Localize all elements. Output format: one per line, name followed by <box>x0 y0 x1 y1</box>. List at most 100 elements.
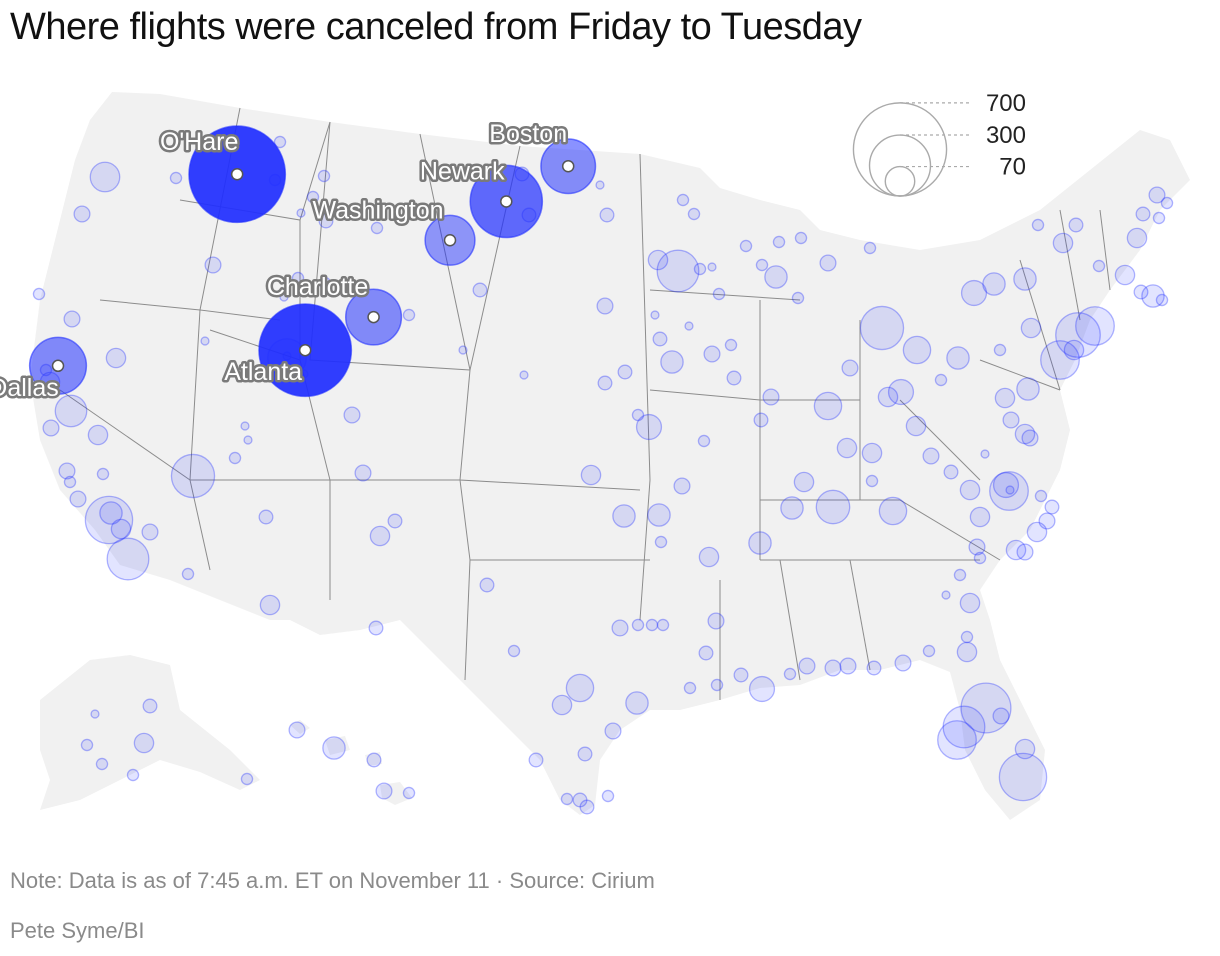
state-border <box>419 133 471 371</box>
airport-bubble <box>733 667 749 683</box>
airport-bubble <box>707 612 725 630</box>
airport-bubble <box>612 504 636 528</box>
airport-bubble <box>204 256 222 274</box>
airport-bubble <box>617 364 633 380</box>
state-border <box>779 559 801 681</box>
airport-bubble <box>762 388 780 406</box>
state-borders <box>59 107 1111 700</box>
state-border <box>1059 209 1081 321</box>
airport-bubble <box>753 412 769 428</box>
airport-bubble <box>943 464 959 480</box>
airport-bubble <box>402 308 416 322</box>
us-mainland-shape <box>30 92 1190 820</box>
airport-bubble <box>565 673 595 703</box>
airport-dot <box>298 343 312 357</box>
airport-bubble <box>783 667 797 681</box>
airport-dot <box>561 159 575 173</box>
airport-bubble <box>402 786 416 800</box>
airport-bubble <box>1005 485 1015 495</box>
city-label-atlanta: Atlanta <box>224 358 302 386</box>
airport-bubble <box>579 799 595 815</box>
airport-bubble <box>697 434 711 448</box>
airport-bubble <box>836 437 858 459</box>
airport-bubble <box>200 336 210 346</box>
airport-bubble <box>647 503 671 527</box>
airport-bubble <box>798 657 816 675</box>
airport-bubble <box>291 271 305 285</box>
airport-bubble <box>169 171 183 185</box>
airport-bubble <box>660 350 684 374</box>
airport-bubble <box>1148 186 1166 204</box>
airport-bubble <box>1092 259 1106 273</box>
airport-bubble <box>580 464 602 486</box>
airport-bubble <box>656 618 670 632</box>
airport-bubble <box>507 644 521 658</box>
city-label-dallas: Dallas <box>0 374 59 402</box>
airport-bubble <box>343 406 361 424</box>
airport-bubble <box>748 531 772 555</box>
airport-bubble <box>80 738 94 752</box>
airport-bubble <box>318 213 334 229</box>
airport-bubble <box>905 415 927 437</box>
city-label-ohare: O'Hare <box>160 128 238 156</box>
airport-bubble <box>1020 317 1042 339</box>
airport-bubble <box>698 645 714 661</box>
cancellation-bubbles <box>28 125 1174 815</box>
airport-bubble <box>937 720 977 760</box>
airport-bubble <box>922 447 940 465</box>
size-legend: 700 300 70 <box>852 90 1026 197</box>
airport-bubble <box>877 386 899 408</box>
airport-bubble <box>960 279 988 307</box>
airport-bubble <box>1038 512 1056 530</box>
airport-bubble <box>959 479 981 501</box>
airport-bubble <box>105 347 127 369</box>
airport-bubble <box>1040 340 1080 380</box>
airport-bubble <box>366 752 382 768</box>
airport-bubble <box>992 471 1020 499</box>
airport-bubble <box>601 789 615 803</box>
city-labels: SeattleO'HareBostonNewarkWashingtonDenve… <box>0 118 575 404</box>
airport-bubble <box>973 551 987 565</box>
airport-bubble <box>724 338 738 352</box>
credit-line: Pete Syme/BI <box>10 918 145 943</box>
state-border <box>59 389 191 481</box>
airport-bubble <box>772 235 786 249</box>
airport-bubble <box>1055 312 1101 358</box>
airport-bubble <box>960 682 1012 734</box>
city-label-boston: Boston <box>489 120 567 148</box>
airport-bubble <box>710 678 724 692</box>
airport-bubble <box>96 467 110 481</box>
airport-bubble <box>946 346 970 370</box>
airport-bubble <box>228 451 242 465</box>
city-label-newark: Newark <box>420 157 505 185</box>
airport-dot <box>500 195 513 208</box>
airport-bubble <box>273 135 287 149</box>
airport-bubble <box>1005 539 1027 561</box>
airport-bubble <box>631 618 645 632</box>
airport-bubble <box>1026 521 1048 543</box>
airport-bubble <box>968 538 986 556</box>
airport-bubble <box>1013 267 1037 291</box>
airport-bubble <box>170 453 216 499</box>
airport-bubble <box>1016 543 1034 561</box>
airport-bubble <box>1126 227 1148 249</box>
airport-bubble <box>596 297 614 315</box>
airport-bubble <box>953 568 967 582</box>
airport-bubble <box>354 464 372 482</box>
airport-bubble <box>1014 423 1036 445</box>
airport-bubble <box>63 310 81 328</box>
airport-bubble <box>90 709 100 719</box>
airport-bubble <box>739 239 753 253</box>
airport-bubble <box>839 657 857 675</box>
airport-bubble <box>551 694 573 716</box>
airport-bubble <box>595 180 605 190</box>
airport-bubble <box>142 698 158 714</box>
us-map: SeattleO'HareBostonNewarkWashingtonDenve… <box>0 90 1190 820</box>
airport-bubble <box>317 169 331 183</box>
airport-bubble <box>824 659 842 677</box>
airport-bubble <box>87 424 109 446</box>
airport-bubble <box>479 577 495 593</box>
airport-bubble <box>1031 218 1045 232</box>
airport-bubble <box>32 287 46 301</box>
airport-bubble <box>980 449 990 459</box>
